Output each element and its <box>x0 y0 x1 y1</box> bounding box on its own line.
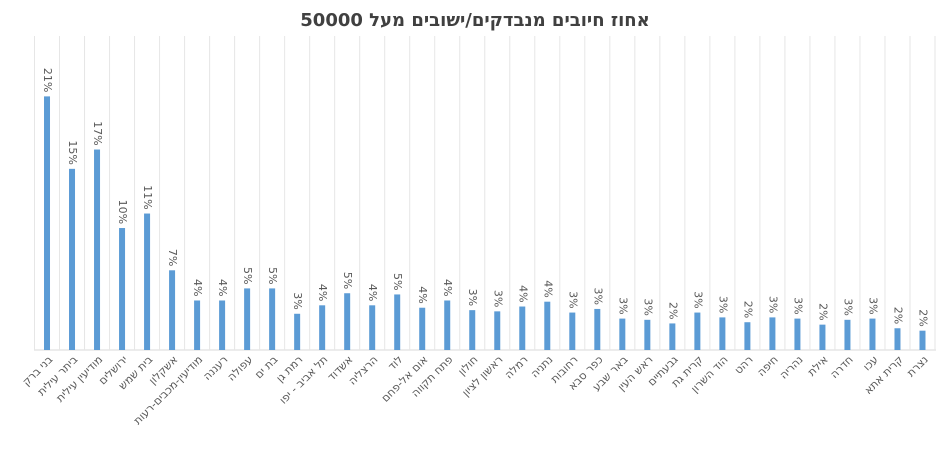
bar <box>894 328 901 350</box>
value-label: 3% <box>466 289 479 306</box>
bar <box>594 308 601 350</box>
x-tick-label: רעננה <box>201 353 231 383</box>
value-label: 3% <box>616 297 629 314</box>
value-label: 7% <box>166 249 179 266</box>
value-label: 2% <box>741 301 754 318</box>
value-label: 17% <box>91 121 104 145</box>
value-label: 4% <box>441 279 454 296</box>
bar <box>344 293 351 350</box>
bar <box>619 318 626 350</box>
value-label: 3% <box>291 292 304 309</box>
x-tick-label: רהט <box>732 353 756 377</box>
x-tick-label: חיפה <box>755 353 781 379</box>
x-tick-label: נהריה <box>777 353 806 382</box>
value-label: 5% <box>241 267 254 284</box>
bar <box>669 323 676 350</box>
bar <box>694 312 701 350</box>
bar <box>769 317 776 350</box>
bar <box>69 168 76 350</box>
value-label: 3% <box>716 296 729 313</box>
value-label: 3% <box>491 290 504 307</box>
bar <box>419 307 426 350</box>
value-label: 3% <box>766 296 779 313</box>
bar <box>844 319 851 350</box>
bar <box>244 288 251 350</box>
bar <box>119 228 126 350</box>
bar <box>719 317 726 350</box>
bar <box>44 96 51 350</box>
bar <box>194 300 201 350</box>
value-label: 4% <box>191 279 204 296</box>
bar <box>294 313 301 350</box>
value-label: 3% <box>841 298 854 315</box>
bar <box>94 149 101 350</box>
value-label: 5% <box>266 267 279 284</box>
bar <box>644 319 651 350</box>
value-label: 5% <box>341 272 354 289</box>
bar <box>919 330 926 350</box>
chart-title: אחוז חיובים מנבדקים/ישובים מעל 50000 <box>300 10 649 31</box>
value-label: 2% <box>916 309 929 326</box>
value-label: 2% <box>816 303 829 320</box>
value-label: 4% <box>366 284 379 301</box>
value-label: 4% <box>416 286 429 303</box>
x-tick-label: לוד <box>385 353 405 373</box>
value-label: 3% <box>566 291 579 308</box>
value-label: 5% <box>391 273 404 290</box>
bar <box>269 288 276 350</box>
bar <box>369 305 376 350</box>
value-label: 4% <box>316 284 329 301</box>
bar <box>319 305 326 350</box>
bar <box>519 306 526 350</box>
value-label: 4% <box>541 280 554 297</box>
bar <box>794 318 801 350</box>
bar <box>444 300 451 350</box>
bar <box>819 324 826 350</box>
x-tick-label: עכו <box>860 353 880 373</box>
value-label: 3% <box>866 297 879 314</box>
bar <box>744 322 751 350</box>
value-label: 3% <box>641 298 654 315</box>
value-label: 11% <box>141 185 154 209</box>
bar <box>144 213 151 350</box>
bar <box>544 301 551 350</box>
value-label: 4% <box>516 285 529 302</box>
bar <box>219 300 226 350</box>
x-tick-label: נצרת <box>904 353 930 379</box>
bar <box>869 318 876 350</box>
value-label: 4% <box>216 279 229 296</box>
value-label: 3% <box>691 291 704 308</box>
bar <box>494 311 501 350</box>
value-label: 10% <box>116 200 129 224</box>
value-label: 2% <box>891 307 904 324</box>
bar <box>569 312 576 350</box>
value-label: 3% <box>591 287 604 304</box>
x-tick-label: חדרה <box>828 353 856 381</box>
bar <box>469 310 476 350</box>
value-label: 3% <box>791 297 804 314</box>
x-tick-label: רמלה <box>502 353 530 381</box>
value-label: 21% <box>41 68 54 92</box>
x-tick-label: אילת <box>805 353 831 379</box>
x-tick-label: עפולה <box>225 353 256 384</box>
bar <box>169 270 176 350</box>
value-label: 15% <box>66 140 79 164</box>
value-label: 2% <box>666 302 679 319</box>
bar <box>394 294 401 350</box>
